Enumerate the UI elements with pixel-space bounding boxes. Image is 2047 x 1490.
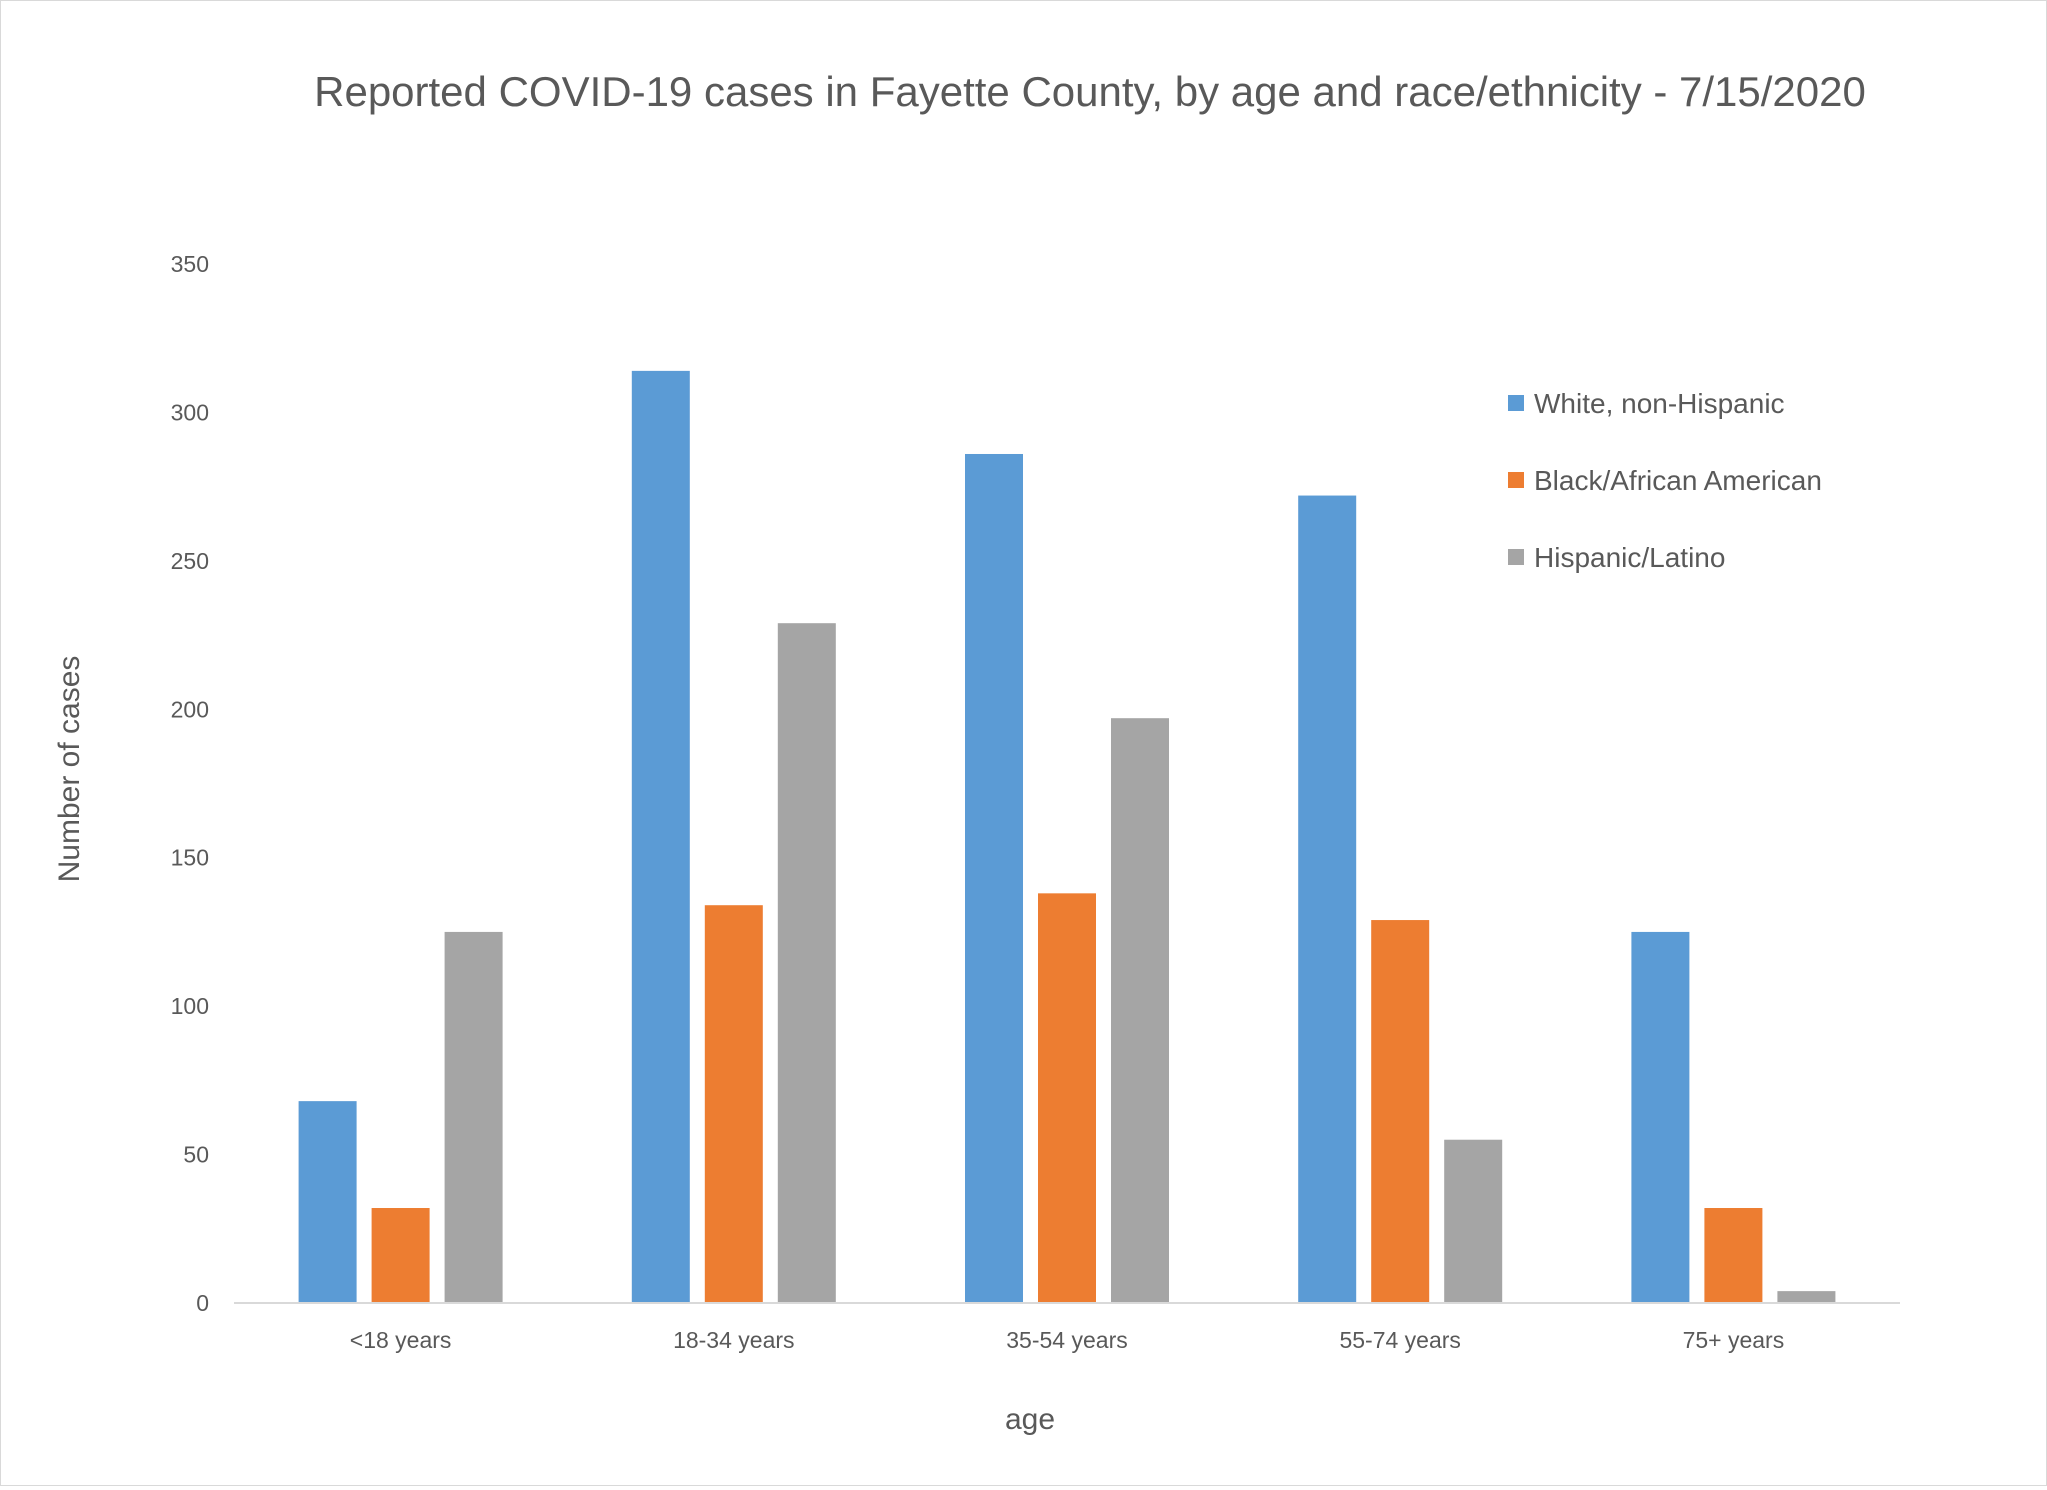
bar	[1038, 893, 1096, 1303]
bar	[1444, 1139, 1503, 1303]
bar	[298, 1101, 357, 1303]
x-axis: <18 years 18-34 years 35-54 years 55-74 yea…	[350, 1327, 1784, 1353]
legend-label: Black/African American	[1534, 465, 1822, 496]
legend-swatch	[1508, 395, 1524, 411]
bar	[1298, 495, 1357, 1303]
bar	[1704, 1208, 1763, 1303]
x-axis-title: age	[1005, 1403, 1055, 1436]
plot-area	[298, 370, 1836, 1304]
legend: White, non-Hispanic Black/African America…	[1508, 388, 1822, 573]
y-tick-label: 350	[171, 251, 209, 277]
bar	[631, 370, 690, 1304]
x-tick-label: 18-34 years	[673, 1327, 794, 1353]
y-tick-label: 300	[171, 399, 209, 425]
y-tick-label: 200	[171, 696, 209, 722]
legend-swatch	[1508, 472, 1524, 488]
bar	[1111, 718, 1169, 1303]
legend-label: White, non-Hispanic	[1534, 388, 1785, 419]
y-axis-title: Number of cases	[53, 656, 86, 883]
bar	[1777, 1291, 1836, 1303]
y-tick-label: 0	[196, 1290, 209, 1316]
chart-title: Reported COVID-19 cases in Fayette Count…	[314, 68, 1866, 115]
y-tick-label: 100	[171, 993, 209, 1019]
x-tick-label: 55-74 years	[1339, 1327, 1460, 1353]
bar	[777, 623, 836, 1303]
y-tick-label: 150	[171, 845, 209, 871]
x-tick-label: <18 years	[350, 1327, 452, 1353]
y-tick-label: 50	[183, 1142, 209, 1168]
x-tick-label: 75+ years	[1683, 1327, 1785, 1353]
bar	[1371, 920, 1430, 1303]
bar	[965, 453, 1023, 1303]
bar	[704, 905, 763, 1303]
bar	[1631, 931, 1690, 1303]
bar	[444, 931, 503, 1303]
legend-swatch	[1508, 549, 1524, 565]
bar	[371, 1208, 430, 1303]
y-axis: 0 50 100 150 200 250 300 350	[171, 251, 209, 1316]
legend-label: Hispanic/Latino	[1534, 542, 1725, 573]
x-tick-label: 35-54 years	[1006, 1327, 1127, 1353]
y-tick-label: 250	[171, 548, 209, 574]
